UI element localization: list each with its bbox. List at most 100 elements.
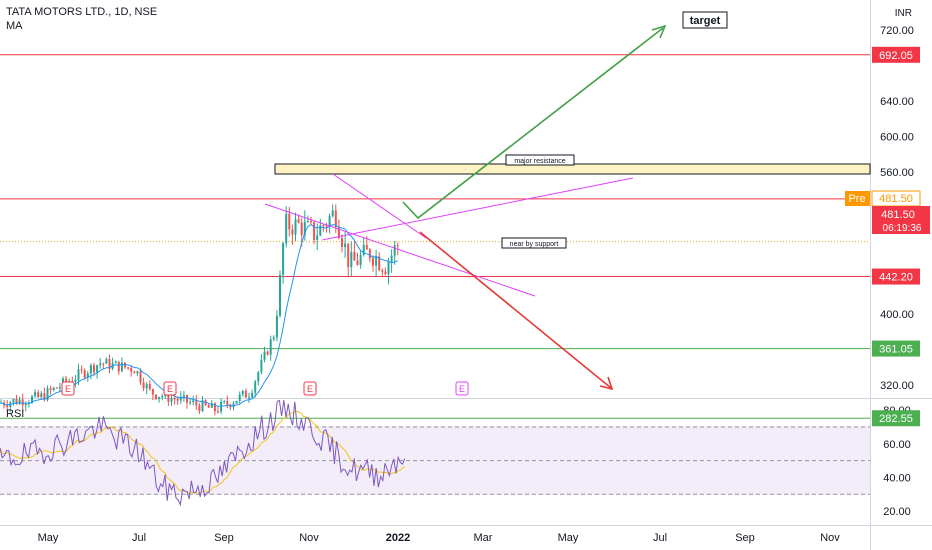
last-price-badge-bg [872,206,930,234]
time-tick-label: May [38,532,59,544]
candle-body [207,404,210,408]
time-tick-label: Sep [214,532,234,544]
price-tick-label: 400.00 [880,309,914,321]
candle-body [117,361,120,372]
candle-body [142,382,145,389]
time-tick-label: Sep [735,532,755,544]
candle-body [244,390,247,398]
time-tick-label: Jul [132,532,146,544]
candle-body [350,252,353,268]
candle-body [34,392,37,397]
price-tick-label: 640.00 [880,96,914,108]
support-price-badge-bg [872,268,920,285]
rsi-line [0,399,406,507]
candle-body [21,399,24,406]
candle-body [378,256,381,271]
candle-body [151,389,154,395]
candle-body [139,371,142,383]
target-price-badge: 692.05 [879,50,913,62]
rsi-tick-label: 40.00 [883,472,911,484]
candle-body [176,399,179,401]
candle-body [102,363,105,365]
candle-body [319,225,322,236]
candle-body [130,367,133,372]
bearish-arrow [419,231,612,389]
candle-body [58,387,61,389]
candle-body [372,258,374,266]
price-tick-label: 320.00 [880,380,914,392]
candle-body [43,393,46,401]
candle-body [353,252,356,261]
candle-body [368,249,371,259]
candle-body [331,210,334,217]
candle-body [359,254,362,265]
candle-body [300,222,303,236]
currency-label: INR [895,8,912,19]
level-282-badge: 282.55 [879,413,913,425]
candle-body [251,392,254,398]
candle-body [186,395,188,403]
bar-countdown: 06:19:36 [883,223,922,234]
candle-body [282,243,285,275]
candle-body [189,402,192,404]
bullish-arrowhead [651,24,667,39]
candle-body [24,404,27,406]
candle-body [179,396,182,401]
candle-body [393,245,396,256]
earnings-marker [163,381,177,396]
candle-body [322,225,325,227]
candle-body [396,245,399,247]
candle-body [49,388,52,391]
candle-body [375,256,378,266]
candle-body [195,400,198,406]
candle-body [86,373,89,378]
candle-body [328,216,331,227]
candle-body [213,403,216,412]
candle-body [291,229,294,235]
rsi-tick-label: 60.00 [883,439,911,451]
candle-body [365,244,368,250]
candle-body [46,388,49,401]
earnings-marker-label: E [65,384,71,394]
candle-body [155,394,157,399]
candle-body [381,270,384,272]
candle-body [182,395,185,397]
pre-market-tag: Pre [848,193,865,205]
pre-market-tag-bg [845,191,870,206]
candle-body [275,315,278,338]
earnings-marker [455,381,469,396]
pre-market-price: 481.50 [879,193,913,205]
candle-body [15,399,18,404]
candle-body [148,384,151,390]
price-tick-label: 720.00 [880,25,914,37]
candle-body [158,396,161,399]
earnings-marker-label: E [167,384,173,394]
candle-body [390,255,393,262]
candle-body [260,359,263,373]
candle-body [316,235,319,240]
time-tick-label: May [558,532,579,544]
candle-body [96,365,99,373]
rising-trendline [321,177,634,241]
candle-body [136,371,139,374]
candle-body [80,369,83,371]
bullish-arrow [402,27,664,220]
candle-body [362,244,365,255]
candle-body [12,399,15,403]
candle-body [114,361,117,364]
candle-body [347,243,350,268]
candle-body [133,371,136,374]
candle-body [93,365,95,373]
candle-body [303,221,306,236]
candle-body [325,225,328,227]
candle-body [192,400,195,403]
candle-body [65,378,68,383]
candle-body [52,387,55,391]
candle-body [161,396,164,398]
symbol-title: TATA MOTORS LTD., 1D, NSE [6,6,158,18]
candle-body [310,220,312,223]
candle-body [83,370,86,378]
candle-body [263,351,266,360]
candle-body [6,405,9,408]
